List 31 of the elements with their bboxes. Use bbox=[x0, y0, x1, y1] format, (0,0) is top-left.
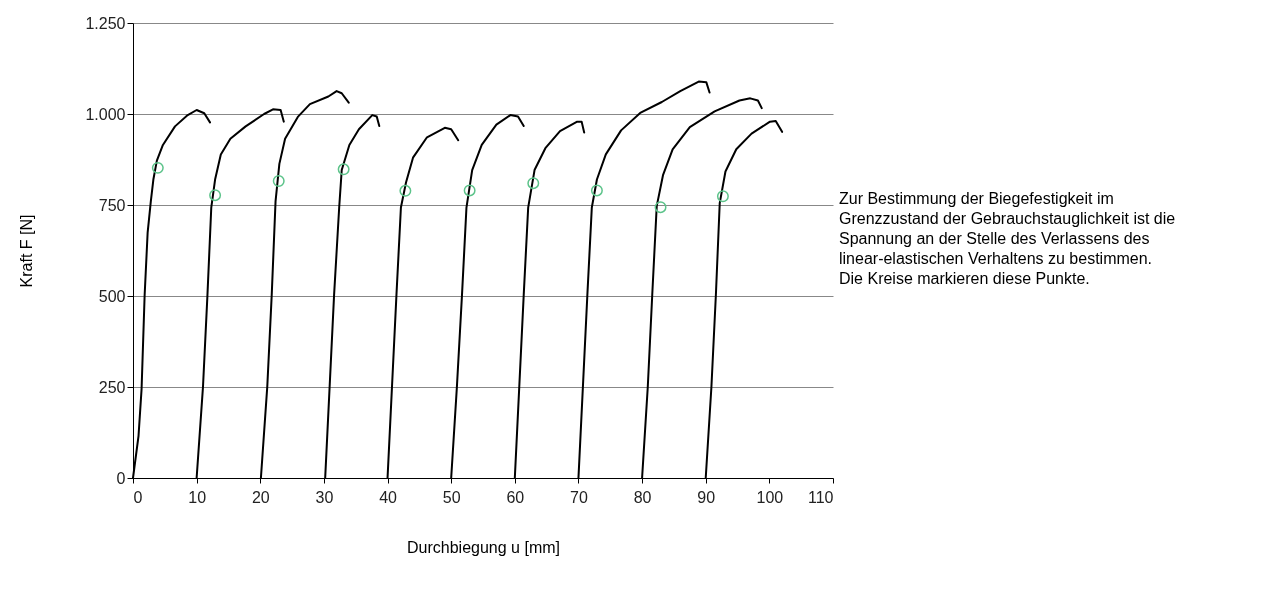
x-tick-label: 10 bbox=[188, 488, 207, 506]
x-tick-label: 20 bbox=[251, 488, 270, 506]
x-tick-label: 30 bbox=[315, 488, 334, 506]
y-tick-label: 750 bbox=[98, 196, 126, 214]
point bbox=[399, 184, 412, 197]
x-tick-label: 60 bbox=[506, 488, 525, 506]
x-tick-label: 50 bbox=[442, 488, 461, 506]
point bbox=[337, 163, 350, 176]
point bbox=[151, 161, 164, 174]
x-tick-label: 100 bbox=[756, 488, 784, 506]
point bbox=[463, 184, 476, 197]
point bbox=[590, 184, 603, 197]
point bbox=[272, 174, 285, 187]
x-tick-label: 40 bbox=[379, 488, 398, 506]
x-tick-label: 70 bbox=[570, 488, 588, 506]
y-tick-label: 1.250 bbox=[85, 14, 126, 32]
x-tick-label: 90 bbox=[697, 488, 716, 506]
x-tick-label: 0 bbox=[133, 488, 143, 506]
y-tick-label: 500 bbox=[98, 287, 126, 305]
y-axis-title: Kraft F [N] bbox=[18, 214, 36, 288]
point bbox=[716, 190, 729, 203]
x-axis-title: Durchbiegung u [mm] bbox=[407, 538, 560, 556]
x-tick-label: 110 bbox=[807, 488, 834, 506]
point bbox=[209, 189, 222, 202]
point bbox=[527, 177, 540, 190]
point bbox=[654, 201, 667, 214]
y-tick-label: 1.000 bbox=[85, 105, 126, 123]
y-tick-label: 0 bbox=[116, 469, 126, 487]
text: Zur Bestimmung der Biegefestigkeit im Grenzzustand der Gebrauchstauglichkeit ist die Spannung an der Stelle des Verlassens des linear-elastischen Verhaltens zu bestimmen. Die Kreise markieren diese Punkte. bbox=[839, 190, 1176, 287]
x-tick-label: 80 bbox=[633, 488, 652, 506]
y-tick-label: 250 bbox=[98, 378, 126, 396]
